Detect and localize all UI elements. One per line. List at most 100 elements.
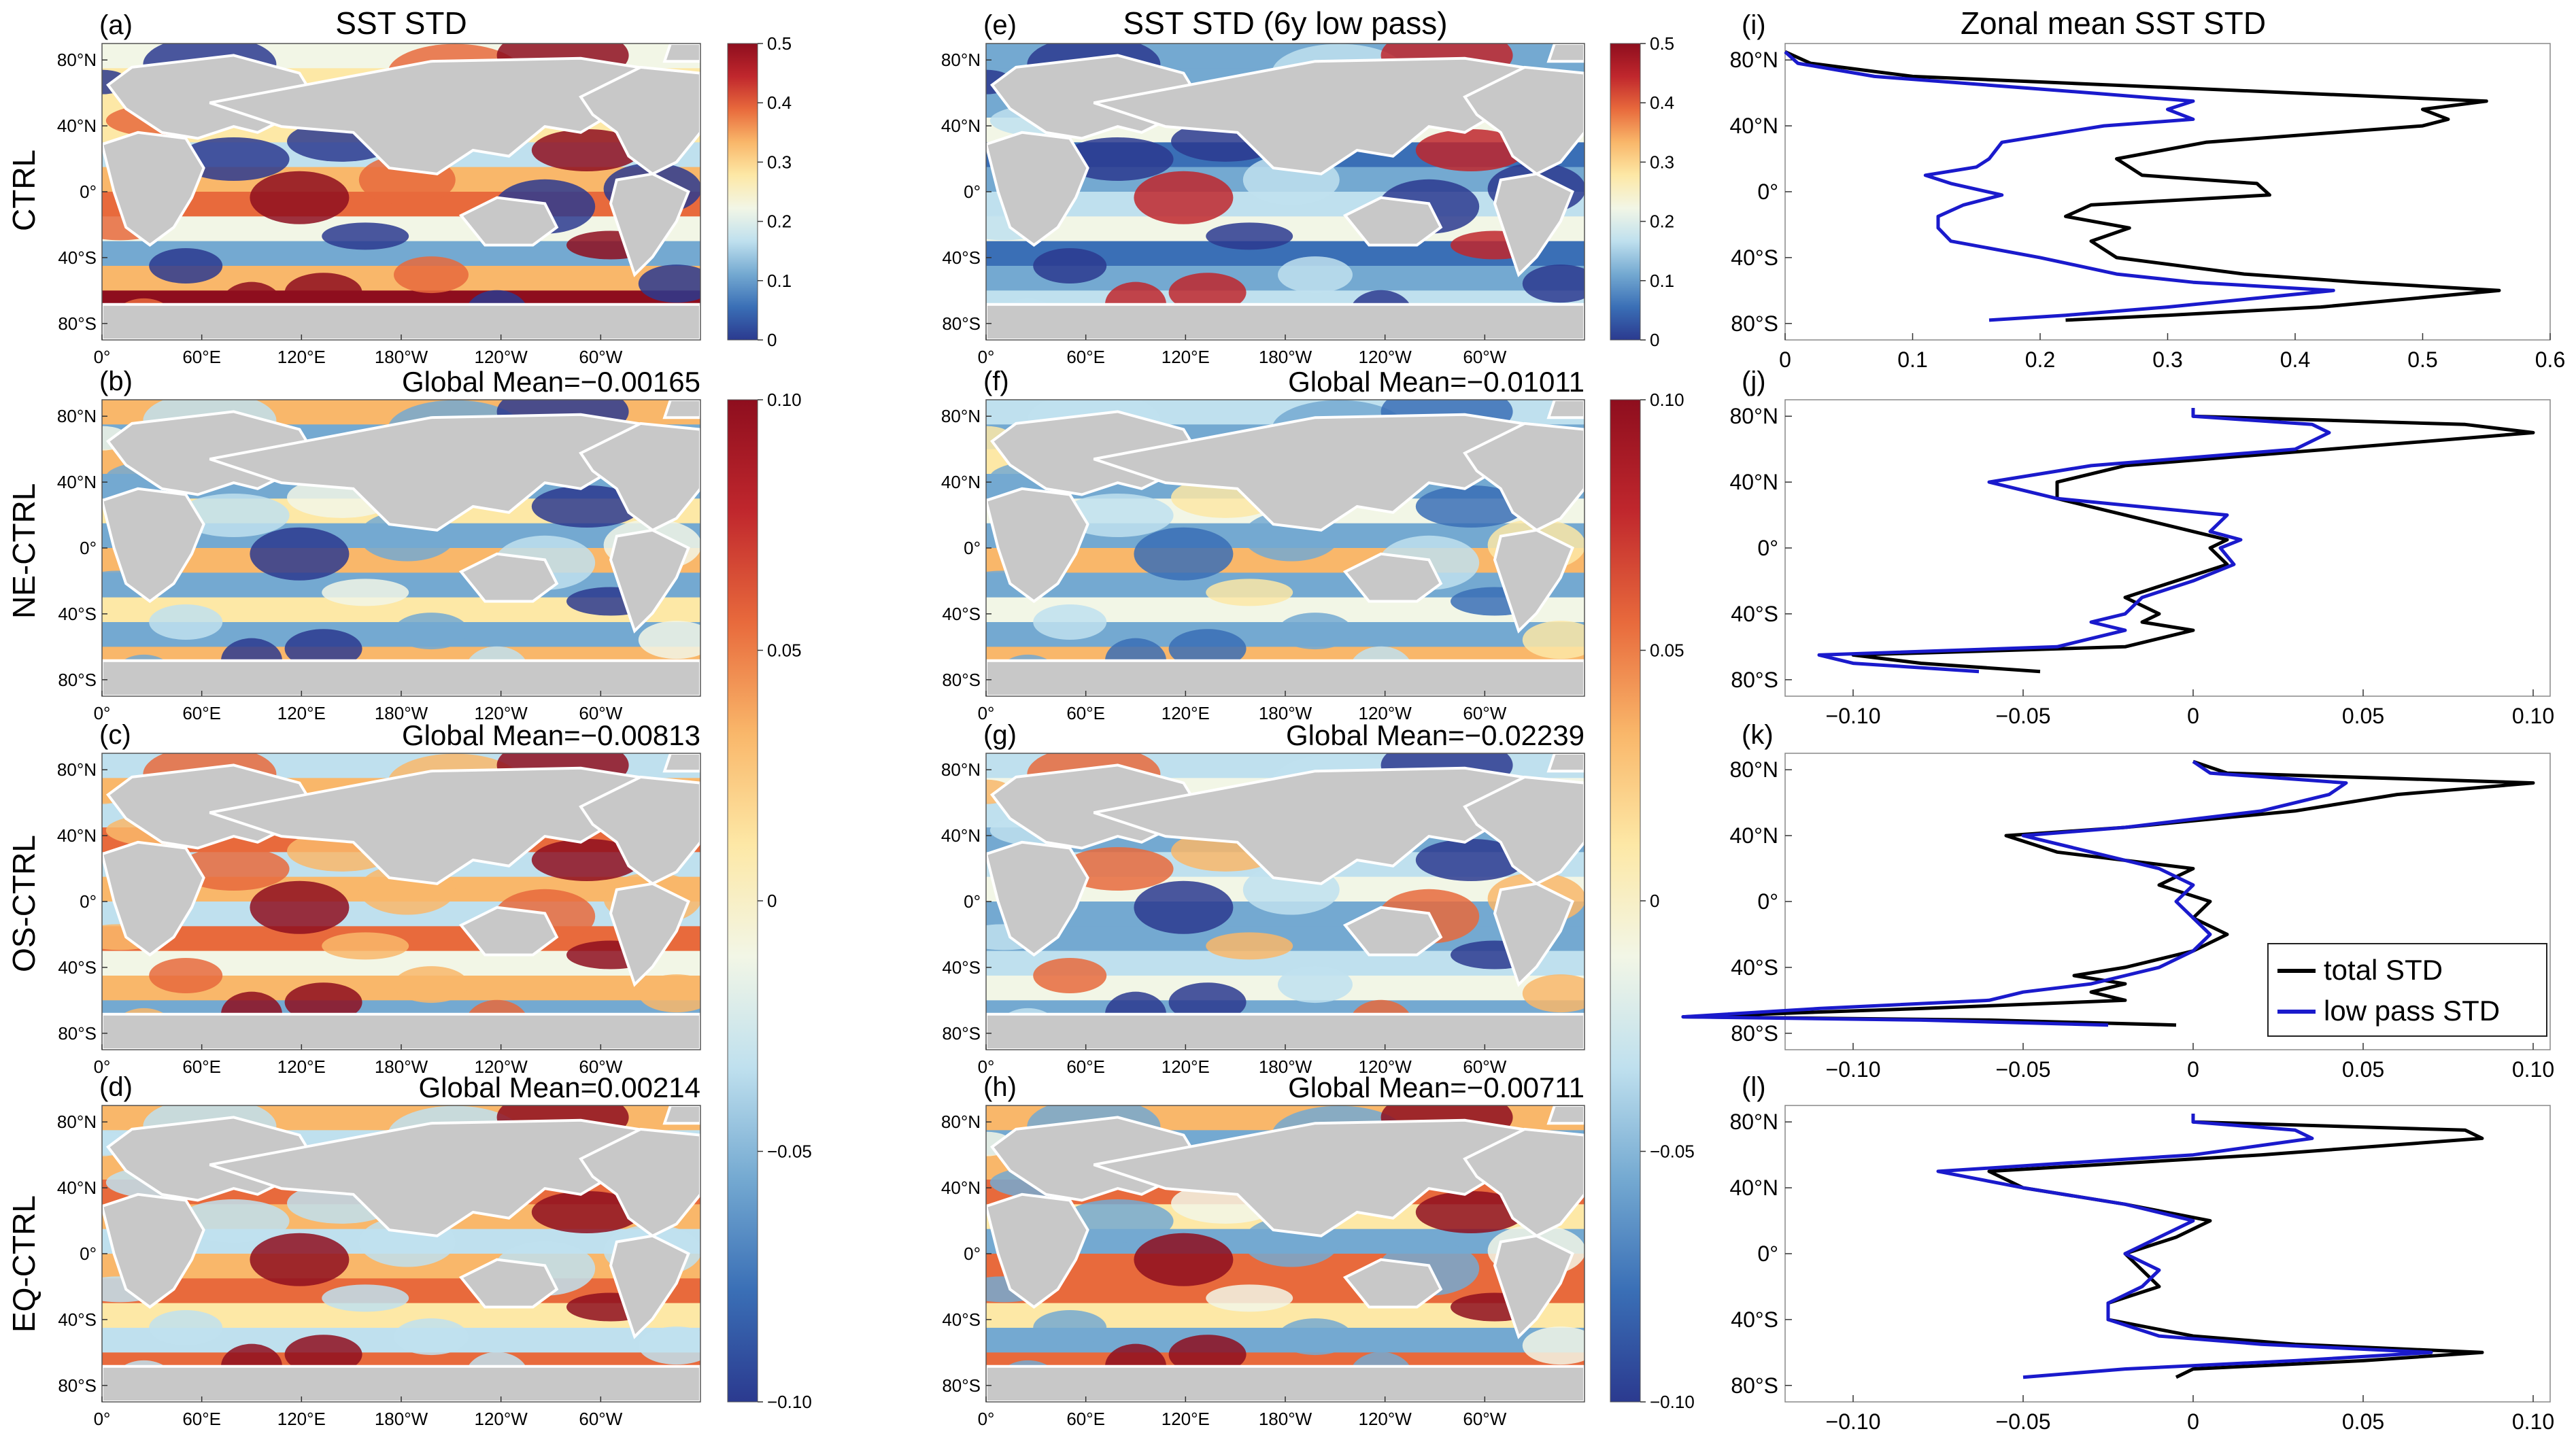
land-mass	[986, 131, 1089, 247]
ocean-blotch	[1415, 128, 1526, 171]
ocean-blotch	[531, 838, 642, 881]
colorbar-cb2: 0.5 0.4 0.3 0.2 0.1 0	[1610, 33, 1674, 350]
colorbar-gradient	[727, 399, 758, 1403]
zonal-chart-j: −0.10 −0.05 0 0.05 0.10 80°N 40°N 0° 40°S 80°S (j)	[1730, 366, 2555, 728]
land-mass	[986, 840, 1089, 957]
colorbar-tick-label: 0.1	[767, 271, 792, 291]
ocean-blotch	[177, 847, 290, 891]
land-mass	[458, 196, 559, 247]
land-mass	[1093, 413, 1563, 532]
lat-tick-label: 40°N	[941, 825, 981, 846]
map-field-h	[986, 1105, 1584, 1402]
colorbar-tick-label: 0	[1650, 330, 1659, 350]
colorbar-tick-label: 0.05	[1650, 640, 1684, 661]
ocean-blotch	[531, 485, 642, 528]
colorbar-tick-label: 0.10	[1650, 390, 1684, 410]
lon-tick-label: 180°W	[375, 1057, 428, 1077]
global-mean-label: Global Mean=−0.00813	[402, 719, 700, 751]
x-tick-label: 0.4	[2280, 347, 2310, 372]
map-panel-e: 80°N 40°N 0° 40°S 80°S 0° 60°E 120°E 180°W 120°W 6…	[941, 5, 1585, 367]
lon-tick-label: 120°W	[1359, 347, 1412, 367]
colorbar-tick-label: 0.5	[1650, 33, 1674, 54]
lat-tick-label: 40°S	[58, 247, 97, 268]
ocean-blotch	[1168, 629, 1247, 669]
colorbar-tick-label: −0.05	[1650, 1141, 1695, 1162]
ocean-blotch	[1033, 1310, 1107, 1345]
map-field-d	[102, 1105, 700, 1402]
land-mass	[986, 659, 1584, 696]
series-line-total-std	[1784, 50, 2501, 322]
x-tick-label: 0	[2187, 704, 2199, 728]
ocean-blotch	[531, 1190, 642, 1233]
x-tick-label: 0.10	[2512, 1057, 2554, 1082]
row-label-ctrl: CTRL	[6, 149, 41, 231]
ocean-blotch	[322, 1284, 409, 1312]
series-line-low-pass-std	[1817, 408, 2331, 674]
map-panel-d: 80°N 40°N 0° 40°S 80°S 0° 60°E 120°E 180°W 120°W 6…	[57, 1071, 701, 1429]
y-tick-label: 40°N	[1730, 1175, 1779, 1200]
y-tick-label: 40°S	[1731, 245, 1778, 270]
y-tick-label: 40°S	[1731, 955, 1778, 980]
ocean-blotch	[1206, 222, 1293, 250]
ocean-blotch	[1522, 974, 1584, 1013]
land-mass	[579, 1127, 700, 1238]
y-tick-label: 80°S	[1731, 311, 1778, 336]
lon-tick-label: 0°	[978, 703, 995, 723]
ocean-blotch	[1134, 171, 1234, 224]
zonal-chart-i: 0 0.1 0.2 0.3 0.4 0.5 0.6 80°N 40°N 0° 40°S 80°S (i)…	[1730, 5, 2566, 372]
ocean-blotch	[1062, 847, 1174, 891]
x-tick-label: −0.05	[1996, 1409, 2051, 1434]
lat-tick-label: 40°S	[58, 957, 97, 978]
series-line-low-pass-std	[1681, 760, 2348, 1027]
chart-frame	[1784, 399, 2551, 697]
panel-label: (j)	[1742, 366, 1766, 396]
lat-tick-label: 0°	[964, 1243, 981, 1264]
land-mass	[102, 487, 205, 603]
y-tick-label: 40°N	[1730, 470, 1779, 494]
ocean-blotch	[394, 256, 469, 294]
colorbar-tick-label: 0	[1650, 891, 1659, 911]
land-mass	[1342, 1258, 1443, 1309]
x-tick-label: 0	[1779, 347, 1791, 372]
ocean-blotch	[322, 222, 409, 250]
y-tick-label: 0°	[1757, 889, 1778, 914]
panel-title: SST STD (6y low pass)	[1123, 5, 1447, 41]
x-tick-label: 0.1	[1897, 347, 1927, 372]
land-mass	[1463, 422, 1584, 532]
ocean-blotch	[1168, 982, 1247, 1023]
y-tick-label: 80°N	[1730, 48, 1779, 72]
land-mass	[209, 766, 679, 885]
lon-tick-label: 180°W	[375, 1409, 428, 1429]
lat-tick-label: 40°N	[941, 1178, 981, 1198]
lat-tick-label: 80°S	[942, 670, 981, 690]
y-tick-label: 80°S	[1731, 1373, 1778, 1398]
row-label-os-ctrl: OS-CTRL	[6, 835, 41, 972]
ocean-blotch	[1134, 527, 1234, 581]
colorbar-tick-label: 0.3	[767, 152, 792, 172]
lat-tick-label: 80°N	[941, 406, 981, 426]
ocean-blotch	[250, 171, 350, 224]
land-mass	[986, 487, 1089, 603]
ocean-blotch	[1033, 248, 1107, 284]
map-panel-b: 80°N 40°N 0° 40°S 80°S 0° 60°E 120°E 180°W 120°W 6…	[57, 366, 701, 723]
lon-tick-label: 120°E	[277, 1409, 326, 1429]
ocean-blotch	[1033, 958, 1107, 993]
x-tick-label: 0.05	[2342, 1057, 2384, 1082]
land-mass	[458, 552, 559, 603]
lon-tick-label: 60°E	[182, 703, 221, 723]
x-tick-label: −0.05	[1996, 704, 2051, 728]
land-mass	[102, 1012, 700, 1050]
ocean-blotch	[322, 579, 409, 606]
ocean-blotch	[1134, 1233, 1234, 1286]
land-mass	[986, 1192, 1089, 1309]
lon-tick-label: 60°W	[1463, 1057, 1506, 1077]
land-mass	[986, 303, 1584, 340]
colorbar-tick-label: 0.4	[767, 92, 792, 113]
panel-label: (i)	[1742, 10, 1766, 40]
lat-tick-label: 0°	[964, 891, 981, 912]
land-mass	[986, 1364, 1584, 1402]
ocean-blotch	[250, 1233, 350, 1286]
land-mass	[579, 65, 700, 176]
lat-tick-label: 40°S	[942, 1309, 981, 1330]
land-mass	[458, 1258, 559, 1309]
